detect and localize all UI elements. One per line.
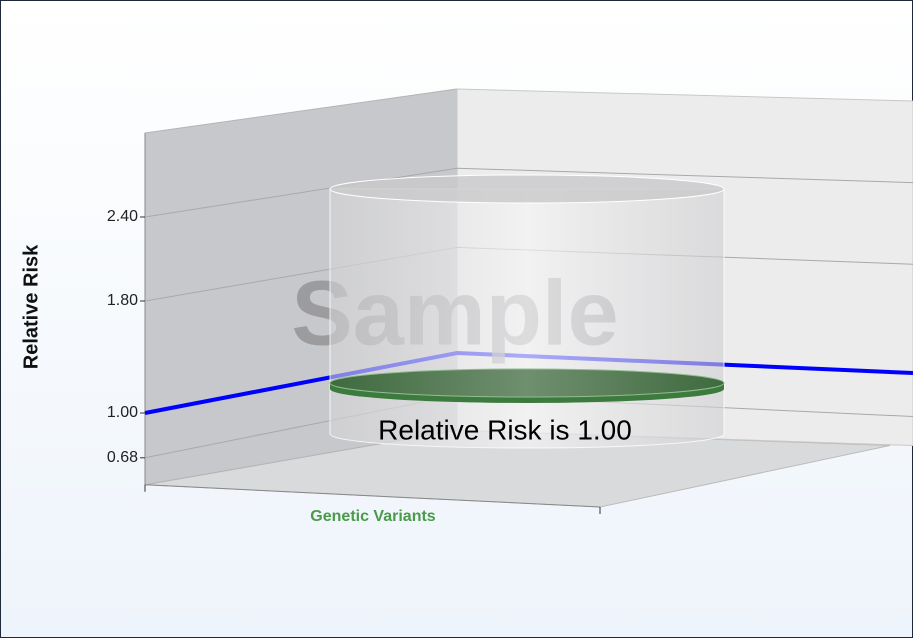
y-tick-label: 2.40: [107, 208, 138, 225]
cylinder-group: Genetic Variants Relative Risk is 1.00: [310, 174, 725, 525]
grid-line: [144, 167, 913, 218]
y-tick-label: 0.68: [107, 449, 138, 466]
y-axis-title: Relative Risk: [20, 244, 42, 369]
glass-top: [329, 174, 725, 204]
y-tick-label: 1.80: [107, 292, 138, 309]
x-axis-line: [144, 484, 601, 508]
y-tick-label: 1.00: [107, 404, 138, 421]
annotation: Relative Risk is 1.00: [378, 414, 632, 445]
x-tick-label: Genetic Variants: [310, 508, 435, 525]
bar: [329, 368, 725, 398]
glass-cylinder: [329, 188, 725, 449]
